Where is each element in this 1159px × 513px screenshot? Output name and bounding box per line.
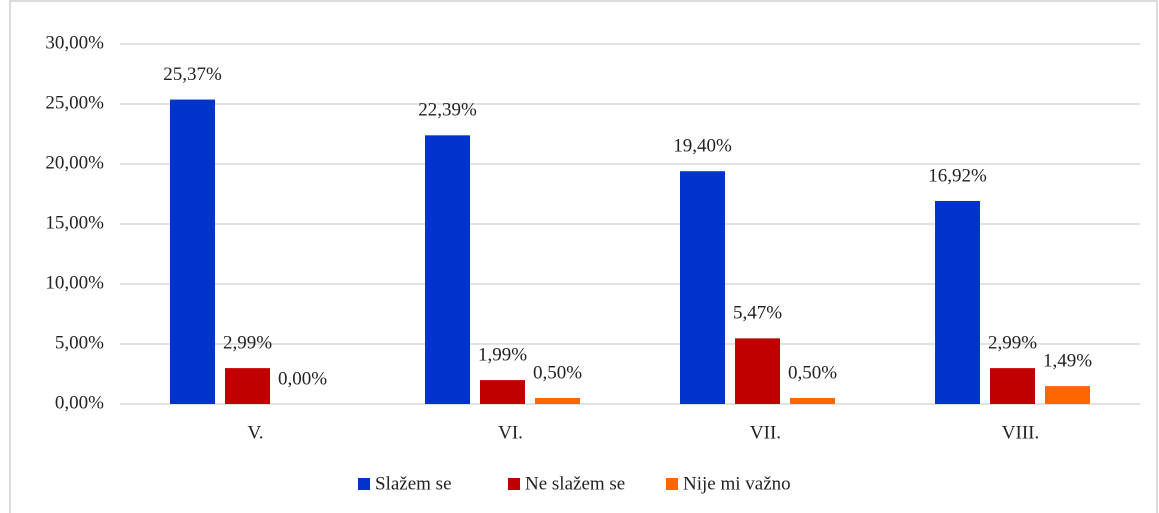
y-tick-label: 30,00% — [45, 32, 104, 53]
legend-swatch — [666, 478, 678, 490]
x-tick-label: V. — [247, 422, 263, 443]
bar — [680, 171, 725, 404]
x-tick-label: VIII. — [1002, 422, 1039, 443]
x-tick-label: VI. — [498, 422, 523, 443]
y-tick-label: 0,00% — [55, 392, 104, 413]
bar — [535, 398, 580, 404]
y-tick-label: 20,00% — [45, 152, 104, 173]
y-tick-label: 10,00% — [45, 272, 104, 293]
y-tick-label: 15,00% — [45, 212, 104, 233]
data-label: 19,40% — [673, 136, 732, 157]
legend-label: Slažem se — [375, 473, 452, 494]
data-label: 1,99% — [478, 344, 527, 365]
chart-frame — [9, 0, 1158, 513]
data-label: 0,00% — [278, 368, 327, 389]
data-label: 22,39% — [418, 100, 477, 121]
bar — [1045, 386, 1090, 404]
legend-label: Ne slažem se — [525, 473, 625, 494]
data-label: 2,99% — [988, 332, 1037, 353]
bar — [735, 338, 780, 404]
data-label: 2,99% — [223, 332, 272, 353]
data-label: 16,92% — [928, 165, 987, 186]
legend-swatch — [508, 478, 520, 490]
x-tick-label: VII. — [750, 422, 781, 443]
bar — [935, 200, 980, 404]
y-tick-label: 5,00% — [55, 332, 104, 353]
data-label: 0,50% — [533, 362, 582, 383]
legend-label: Nije mi važno — [683, 473, 791, 494]
y-tick-label: 25,00% — [45, 92, 104, 113]
bar — [425, 135, 470, 404]
data-label: 25,37% — [163, 64, 222, 85]
bar — [480, 380, 525, 404]
bar — [170, 99, 215, 404]
legend-swatch — [358, 478, 370, 490]
bar — [225, 368, 270, 404]
data-label: 5,47% — [733, 303, 782, 324]
bar — [990, 368, 1035, 404]
data-label: 0,50% — [788, 362, 837, 383]
bar — [790, 398, 835, 404]
data-label: 1,49% — [1043, 350, 1092, 371]
